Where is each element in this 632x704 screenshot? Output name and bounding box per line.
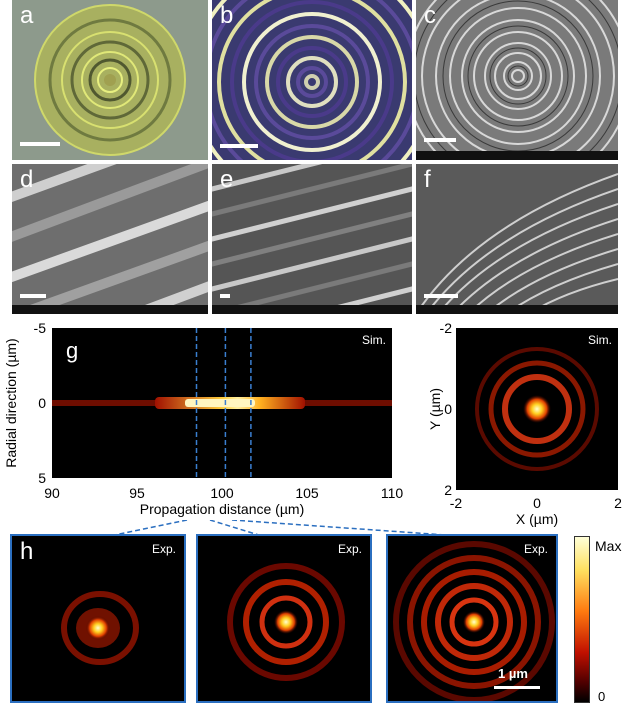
scale-bar-d	[20, 294, 46, 298]
airy-rings-sim	[475, 347, 599, 471]
sem-info-strip-c	[416, 151, 618, 160]
exp-tag-3: Exp.	[523, 542, 548, 556]
scale-bar-b	[220, 144, 258, 148]
connector-line-2	[209, 520, 263, 537]
panel-label-b: b	[220, 2, 234, 29]
y-tick-g-0: -5	[34, 320, 47, 336]
connector-lines	[109, 520, 461, 537]
exp-focus-spot-3	[393, 541, 555, 701]
x-tick-g-3: 105	[295, 485, 319, 501]
scale-label-1um: 1 µm	[498, 666, 528, 681]
x-axis-label-g: Propagation distance (µm)	[140, 501, 304, 517]
sem-info-strip-d	[12, 305, 208, 314]
dashed-marker-lines	[195, 328, 252, 478]
sim-tag-g: Sim.	[362, 333, 386, 347]
colorbar	[574, 536, 590, 703]
y-ticks-g: -5 0 5	[34, 320, 47, 486]
exp-image-1: h Exp.	[10, 534, 186, 703]
exp-tag-2: Exp.	[337, 542, 362, 556]
exp-image-2: Exp.	[196, 534, 372, 703]
grating-lines-sem	[212, 164, 412, 314]
panel-label-g: g	[66, 338, 78, 363]
exp-image-3: Exp. 1 µm	[386, 534, 558, 703]
colorbar-min-label: 0	[598, 689, 606, 704]
scale-bar-e	[220, 294, 230, 298]
x-ticks-g: 90 95 100 105 110	[44, 485, 403, 501]
exp-tag-1: Exp.	[151, 542, 176, 556]
scale-bar-1um	[494, 686, 540, 689]
panel-label-d: d	[20, 166, 34, 193]
panel-d-sem-closeup: d	[12, 164, 208, 314]
panel-label-a: a	[20, 2, 34, 29]
concentric-zone-plate-polarized	[212, 0, 412, 160]
panel-label-f: f	[424, 166, 431, 193]
focal-line-beam	[52, 397, 392, 409]
x-tick-g-2: 100	[210, 485, 234, 501]
panel-e-sem-closeup: e	[212, 164, 412, 314]
x-tick-g-4: 110	[381, 485, 404, 501]
x-tick-g-1: 95	[129, 485, 145, 501]
concentric-zone-plate-optical	[34, 4, 186, 156]
scale-bar-f	[424, 294, 458, 298]
panel-label-c: c	[424, 2, 436, 29]
y-ticks-xy: -2 0 2	[440, 320, 453, 498]
sim-tag-xy: Sim.	[588, 333, 612, 347]
y-tick-xy-2: 2	[444, 482, 452, 498]
panel-label-h: h	[20, 538, 34, 565]
chart-g-propagation: Sim. g 90 95 100 105 110 -5 0 5 Propagation di…	[3, 320, 403, 517]
panel-label-e: e	[220, 166, 234, 193]
y-tick-xy-0: -2	[440, 320, 453, 336]
chart-sim-xy: Sim. -2 0 2 -2 0 2 X (µm) Y (µm)	[430, 320, 622, 527]
colorbar-max-label: Max	[595, 538, 622, 554]
y-tick-xy-1: 0	[444, 401, 452, 417]
x-axis-label-xy: X (µm)	[516, 511, 558, 527]
scale-bar-c	[424, 138, 456, 142]
connector-line-3	[231, 520, 461, 537]
connector-line-1	[109, 520, 188, 537]
x-tick-xy-2: 2	[614, 495, 622, 511]
y-axis-label-xy: Y (µm)	[430, 388, 443, 430]
scale-bar-a	[20, 142, 60, 146]
panel-b-optical-image: b	[212, 0, 412, 160]
exp-focus-spot-2	[227, 563, 345, 681]
x-ticks-xy: -2 0 2	[450, 495, 622, 511]
panel-f-sem-rings: f	[416, 164, 618, 314]
y-tick-g-1: 0	[38, 395, 46, 411]
curved-rings-sem	[416, 173, 618, 314]
sem-info-strip-f	[416, 305, 618, 314]
exp-focus-spot-1	[61, 591, 139, 665]
sem-info-strip-e	[212, 305, 412, 314]
x-tick-xy-1: 0	[533, 495, 541, 511]
y-axis-label-g: Radial direction (µm)	[3, 338, 19, 467]
panel-c-sem-image: c	[416, 0, 618, 160]
x-tick-g-0: 90	[44, 485, 60, 501]
concentric-rings-sem	[416, 0, 618, 160]
x-tick-xy-0: -2	[450, 495, 463, 511]
panel-a-optical-image: a	[12, 0, 208, 160]
y-tick-g-2: 5	[38, 470, 46, 486]
grating-steps-sem	[12, 164, 208, 314]
